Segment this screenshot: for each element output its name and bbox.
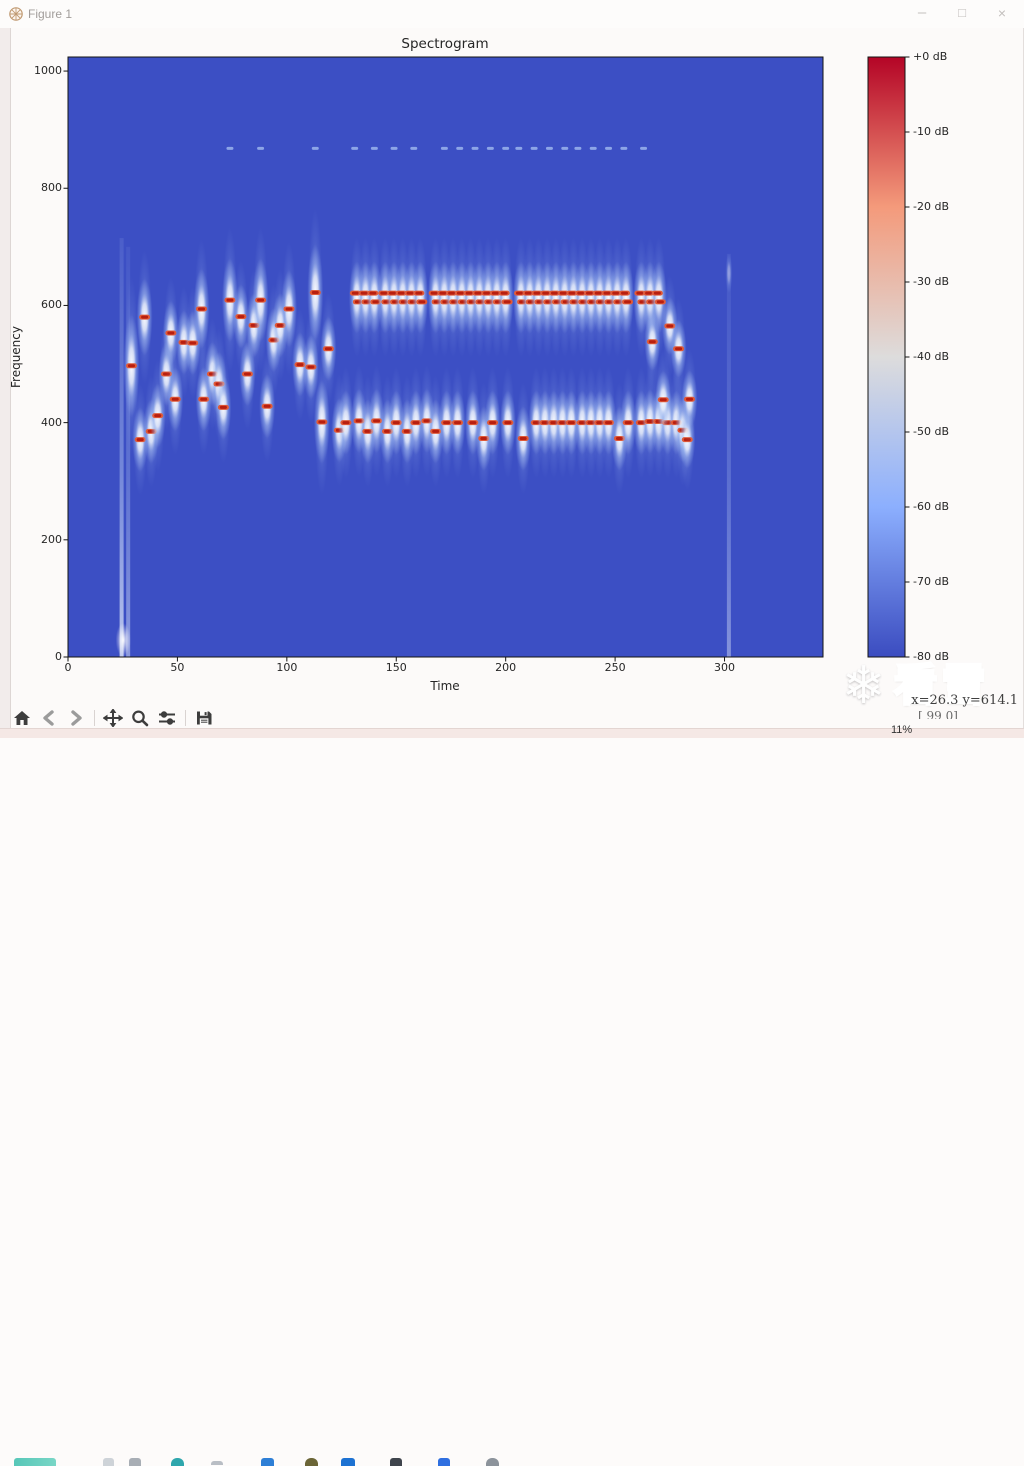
forward-button[interactable] [64, 709, 88, 728]
ytick-label: 800 [41, 181, 62, 195]
taskbar-icon[interactable] [438, 1458, 450, 1466]
pan-button[interactable] [101, 709, 125, 728]
spectrogram-canvas[interactable] [0, 0, 1024, 737]
close-button[interactable]: × [997, 5, 1007, 21]
xtick-label: 250 [604, 661, 626, 674]
y-axis-label: Frequency [9, 326, 23, 388]
xtick-label: 100 [276, 661, 298, 674]
navigation-toolbar [10, 708, 216, 728]
cbtick-label: -60 dB [913, 500, 949, 513]
taskbar-icon[interactable] [211, 1461, 223, 1465]
window-left-gutter [0, 28, 11, 728]
configure-subplots-button[interactable] [155, 709, 179, 728]
taskbar-icon[interactable] [14, 1458, 56, 1466]
cursor-coordinates: x=26.3 y=614.1 [911, 693, 1018, 708]
cbtick-label: -40 dB [913, 350, 949, 363]
taskbar-icon[interactable] [103, 1458, 114, 1466]
xtick-label: 0 [64, 661, 72, 674]
xtick-label: 200 [495, 661, 517, 674]
window-title: Figure 1 [28, 7, 73, 21]
cbtick-label: -70 dB [913, 575, 949, 588]
status-partial-text: [ 99 0] [918, 709, 958, 719]
ytick-label: 400 [41, 415, 62, 429]
ytick-label: 200 [41, 532, 62, 546]
title-bar[interactable]: Figure 1 – □ × [0, 0, 1024, 28]
taskbar-icon[interactable] [486, 1458, 499, 1466]
back-button[interactable] [37, 709, 61, 728]
taskbar-icon[interactable] [171, 1458, 184, 1466]
xtick-label: 150 [385, 661, 407, 674]
matplotlib-logo-icon [9, 7, 23, 21]
cbtick-label: -80 dB [913, 650, 949, 663]
taskbar-icon[interactable] [341, 1458, 355, 1466]
ytick-label: 1000 [34, 64, 62, 78]
toolbar-separator [185, 710, 186, 726]
taskbar-icon[interactable] [390, 1458, 402, 1466]
cbtick-label: -10 dB [913, 125, 949, 138]
toolbar-separator [94, 710, 95, 726]
zoom-rect-button[interactable] [128, 709, 152, 728]
save-button[interactable] [192, 709, 216, 728]
plot-title: Spectrogram [401, 36, 489, 52]
percent-indicator: 11% [891, 724, 913, 736]
cbtick-label: -30 dB [913, 275, 949, 288]
cbtick-label: -20 dB [913, 200, 949, 213]
x-axis-label: Time [430, 679, 460, 693]
ytick-label: 0 [55, 650, 62, 663]
taskbar-icon[interactable] [305, 1458, 318, 1466]
minimize-button[interactable]: – [917, 4, 927, 21]
xtick-label: 300 [714, 661, 736, 674]
taskbar-icon[interactable] [261, 1458, 274, 1466]
maximize-button[interactable]: □ [958, 5, 966, 20]
taskbar-icon[interactable] [129, 1458, 141, 1466]
xtick-label: 50 [170, 661, 185, 674]
home-button[interactable] [10, 709, 34, 728]
cbtick-label: +0 dB [913, 50, 948, 63]
cbtick-label: -50 dB [913, 425, 949, 438]
ytick-label: 600 [41, 298, 62, 312]
